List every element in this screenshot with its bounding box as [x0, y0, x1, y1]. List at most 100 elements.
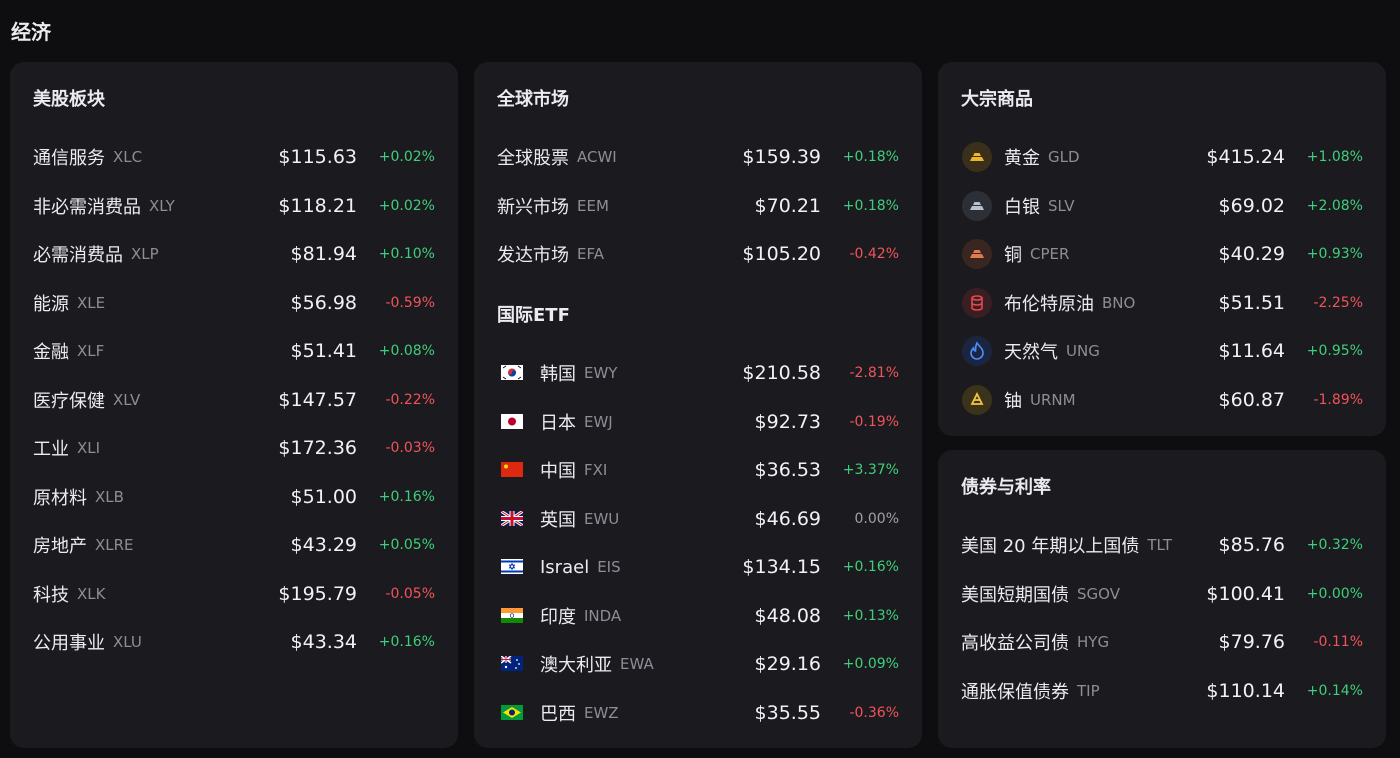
asset-row: 黄金 GLD $415.24 +1.08% [938, 142, 1386, 172]
asset-price: $195.79 [278, 582, 357, 605]
country-flag [500, 509, 524, 527]
country-flag [501, 365, 523, 380]
asset-row: 高收益公司债 HYG $79.76 -0.11% [938, 627, 1386, 657]
asset-name: 铀 [1004, 390, 1022, 412]
country-flag [501, 462, 523, 477]
asset-ticker: EWU [584, 509, 620, 528]
asset-row: 巴西 EWZ $35.55 -0.36% [474, 698, 922, 728]
asset-change: +0.05% [378, 537, 435, 553]
asset-row: 非必需消费品 XLY $118.21 +0.02% [10, 191, 458, 221]
asset-ticker: EWJ [584, 412, 613, 431]
asset-price: $115.63 [278, 146, 357, 168]
asset-price: $210.58 [742, 362, 821, 384]
asset-row: 白银 SLV $69.02 +2.08% [938, 190, 1386, 221]
asset-row: 通胀保值债券 TIP $110.14 +0.14% [938, 676, 1386, 706]
asset-ticker: TLT [1147, 536, 1172, 554]
commodity-icon [962, 142, 992, 172]
asset-price: $70.21 [754, 194, 821, 217]
asset-ticker: UNG [1066, 342, 1100, 360]
asset-price: $147.57 [278, 388, 357, 411]
asset-name: 黄金 [1004, 148, 1040, 169]
asset-ticker: EIS [597, 558, 621, 576]
asset-price: $81.94 [290, 243, 357, 265]
country-flag [501, 704, 523, 720]
asset-price: $51.41 [290, 340, 357, 362]
asset-row: 医疗保健 XLV $147.57 -0.22% [10, 385, 458, 415]
market-panel: 美股板块 通信服务 XLC $115.63 +0.02% 非必需消费品 XLY $118.21… [10, 62, 458, 748]
asset-row: 科技 XLK $195.79 -0.05% [10, 579, 458, 609]
asset-change: +0.16% [378, 634, 435, 650]
asset-change: +0.02% [378, 197, 435, 214]
asset-name: 必需消费品 [33, 245, 123, 266]
page-title: 经济 [11, 20, 51, 44]
asset-row: 能源 XLE $56.98 -0.59% [10, 288, 458, 318]
asset-row: 通信服务 XLC $115.63 +0.02% [10, 142, 458, 172]
asset-change: -0.19% [849, 413, 899, 430]
asset-change: +0.95% [1306, 343, 1363, 359]
panel-title: 债券与利率 [961, 477, 1051, 498]
asset-price: $43.29 [290, 534, 357, 556]
asset-price: $35.55 [754, 701, 821, 724]
asset-price: $172.36 [278, 437, 357, 459]
commodity-icon [962, 239, 992, 269]
asset-name: 非必需消费品 [33, 196, 141, 218]
asset-row: 澳大利亚 EWA $29.16 +0.09% [474, 649, 922, 679]
asset-row: 必需消费品 XLP $81.94 +0.10% [10, 239, 458, 269]
asset-row: 铜 CPER $40.29 +0.93% [938, 239, 1386, 269]
asset-row: 天然气 UNG $11.64 +0.95% [938, 336, 1386, 366]
asset-change: +0.10% [378, 246, 435, 262]
asset-name: 天然气 [1004, 342, 1058, 363]
asset-price: $118.21 [278, 194, 357, 217]
asset-price: $415.24 [1206, 146, 1285, 168]
asset-name: 科技 [33, 584, 69, 606]
asset-ticker: EEM [577, 196, 609, 215]
asset-name: 能源 [33, 293, 69, 315]
asset-change: -0.36% [849, 704, 899, 721]
asset-name: 高收益公司债 [961, 633, 1069, 654]
asset-name: 印度 [540, 606, 576, 628]
asset-ticker: FXI [584, 461, 608, 479]
asset-name: 美国短期国债 [961, 584, 1069, 606]
asset-ticker: XLK [77, 584, 106, 603]
asset-name: 白银 [1004, 196, 1040, 218]
asset-price: $36.53 [754, 459, 821, 481]
asset-change: +0.08% [378, 343, 435, 359]
commodity-icon [962, 190, 992, 221]
asset-change: -1.89% [1313, 391, 1363, 408]
asset-ticker: XLF [77, 342, 105, 360]
asset-ticker: BNO [1102, 293, 1136, 312]
asset-change: +0.02% [378, 149, 435, 165]
country-flag [500, 655, 523, 671]
asset-row: 全球股票 ACWI $159.39 +0.18% [474, 142, 922, 172]
asset-ticker: EWY [584, 364, 618, 382]
asset-name: 铜 [1004, 245, 1022, 266]
asset-change: -0.03% [385, 440, 435, 456]
asset-price: $100.41 [1206, 582, 1285, 605]
asset-price: $40.29 [1218, 243, 1285, 265]
asset-name: 韩国 [540, 364, 576, 385]
country-flag [501, 559, 523, 574]
asset-name: 通信服务 [33, 148, 105, 169]
asset-row: 韩国 EWY $210.58 -2.81% [474, 358, 922, 388]
asset-change: +3.37% [842, 462, 899, 478]
country-flag [501, 413, 523, 429]
panel-title: 全球市场 [497, 89, 569, 110]
market-panel: 债券与利率 美国 20 年期以上国债 TLT $85.76 +0.32% 美国短期国债 SG… [938, 450, 1386, 748]
asset-change: +0.13% [842, 607, 899, 624]
asset-price: $51.00 [290, 485, 357, 508]
asset-row: 新兴市场 EEM $70.21 +0.18% [474, 191, 922, 221]
country-flag [501, 607, 523, 623]
asset-name: 发达市场 [497, 245, 569, 266]
asset-change: +0.16% [842, 559, 899, 575]
asset-row: 英国 EWU $46.69 0.00% [474, 504, 922, 534]
asset-name: 原材料 [33, 487, 87, 509]
asset-price: $79.76 [1218, 631, 1285, 653]
asset-row: 日本 EWJ $92.73 -0.19% [474, 407, 922, 437]
asset-change: +0.93% [1306, 246, 1363, 262]
asset-change: 0.00% [854, 510, 899, 527]
asset-change: +0.00% [1306, 585, 1363, 602]
asset-price: $46.69 [754, 507, 821, 530]
asset-ticker: ACWI [577, 148, 617, 166]
